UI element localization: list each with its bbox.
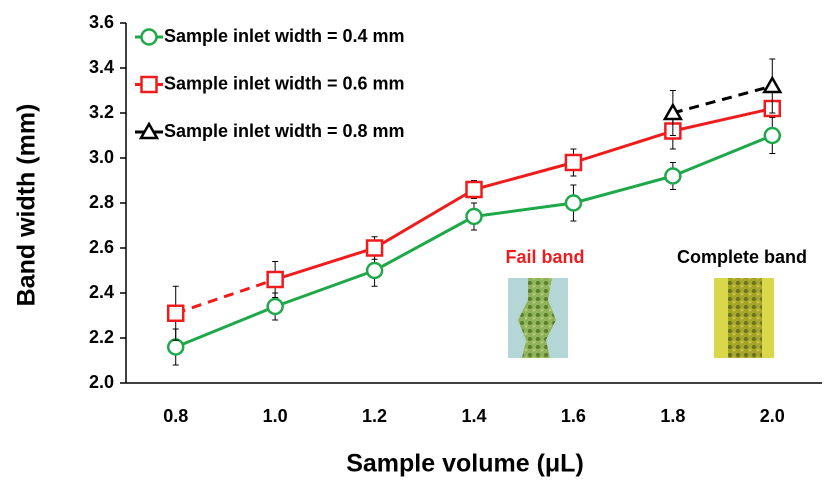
data-point xyxy=(465,207,483,226)
y-tick-label: 3.6 xyxy=(89,12,114,32)
data-point xyxy=(564,194,583,212)
legend-marker xyxy=(140,28,158,46)
x-tick-label: 1.8 xyxy=(660,406,685,426)
data-point xyxy=(365,239,384,257)
data-point xyxy=(365,261,384,280)
data-point xyxy=(664,167,682,185)
line-segment xyxy=(373,188,475,250)
y-tick-label: 2.0 xyxy=(89,372,114,392)
line-segment xyxy=(672,107,773,133)
data-point xyxy=(266,297,284,316)
line-segment xyxy=(573,174,674,205)
y-tick-label: 2.8 xyxy=(89,192,114,212)
data-point xyxy=(762,75,783,94)
legend-label: Sample inlet width = 0.6 mm xyxy=(164,73,405,93)
x-tick-label: 1.4 xyxy=(461,406,486,426)
y-axis-label: Band width (mm) xyxy=(13,104,41,307)
y-tick-label: 2.6 xyxy=(89,237,114,257)
y-tick-label: 2.4 xyxy=(89,282,114,302)
line-segment xyxy=(274,246,376,281)
line-segment xyxy=(672,84,773,115)
annotation: Fail band xyxy=(505,247,584,267)
x-tick-label: 1.0 xyxy=(263,406,288,426)
line-segment xyxy=(473,201,574,218)
line-segment xyxy=(572,129,674,164)
line-segment xyxy=(373,215,475,272)
y-tick-label: 3.4 xyxy=(89,57,114,77)
x-tick-label: 0.8 xyxy=(163,406,188,426)
line-segment xyxy=(473,161,574,191)
x-axis-label: Sample volume (μL) xyxy=(346,450,584,478)
data-point xyxy=(564,153,583,172)
complete-band-image xyxy=(714,278,774,358)
y-tick-label: 2.2 xyxy=(89,327,114,347)
legend-label: Sample inlet width = 0.8 mm xyxy=(164,121,405,141)
line-segment xyxy=(274,269,376,308)
line-segment xyxy=(175,305,276,349)
annotation: Complete band xyxy=(677,247,807,267)
legend-marker xyxy=(140,75,158,94)
data-point xyxy=(166,338,185,356)
x-tick-label: 1.2 xyxy=(362,406,387,426)
data-point xyxy=(763,126,782,145)
y-tick-label: 3.2 xyxy=(89,102,114,122)
line-segment xyxy=(175,278,276,315)
x-tick-label: 1.6 xyxy=(561,406,586,426)
legend-marker xyxy=(138,121,160,140)
data-point xyxy=(465,180,483,199)
x-tick-label: 2.0 xyxy=(760,406,785,426)
y-tick-label: 3.0 xyxy=(89,147,114,167)
data-point xyxy=(662,102,684,121)
data-point xyxy=(166,304,185,322)
fail-band-image xyxy=(508,278,568,358)
data-point xyxy=(266,270,284,289)
line-segment xyxy=(672,134,773,178)
legend-label: Sample inlet width = 0.4 mm xyxy=(164,26,405,46)
